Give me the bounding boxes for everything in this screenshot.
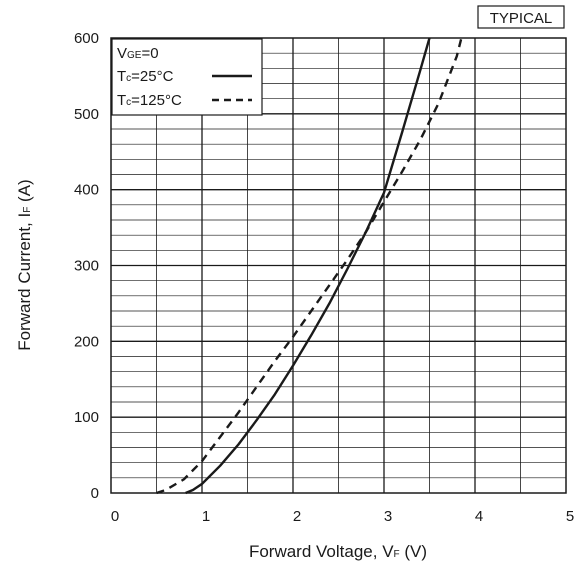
- series-lines: [156, 37, 463, 495]
- y-tick-label: 300: [74, 258, 99, 275]
- x-tick-label: 5: [566, 508, 574, 525]
- legend-label-25c: Tc=25°C: [117, 68, 174, 85]
- y-tick-labels: 0 100 200 300 400 500 600: [74, 30, 99, 502]
- series-line-tc-125c: [156, 37, 463, 495]
- y-tick-label: 200: [74, 333, 99, 350]
- typical-badge-text: TYPICAL: [490, 10, 553, 27]
- y-tick-label: 500: [74, 106, 99, 123]
- legend: VGE=0 Tc=25°C Tc=125°C: [111, 38, 263, 116]
- typical-badge-frame: [477, 5, 565, 29]
- x-tick-labels: 0 1 2 3 4 5: [111, 508, 574, 525]
- y-tick-label: 600: [74, 30, 99, 47]
- legend-label-125c: Tc=125°C: [117, 92, 182, 109]
- y-tick-label: 100: [74, 409, 99, 426]
- series-line-tc-25c: [185, 37, 431, 495]
- x-tick-label: 1: [202, 508, 210, 525]
- y-tick-label: 400: [74, 182, 99, 199]
- x-tick-label: 0: [111, 508, 119, 525]
- plot-frame: [110, 37, 567, 494]
- y-tick-label: 0: [91, 485, 99, 502]
- typical-badge: TYPICAL: [477, 5, 565, 29]
- x-tick-label: 4: [475, 508, 483, 525]
- legend-condition: VGE=0: [117, 45, 159, 62]
- y-axis-title: Forward Current, IF (A): [15, 179, 34, 350]
- x-axis-title: Forward Voltage, VF (V): [249, 542, 427, 561]
- x-tick-label: 2: [293, 508, 301, 525]
- x-tick-label: 3: [384, 508, 392, 525]
